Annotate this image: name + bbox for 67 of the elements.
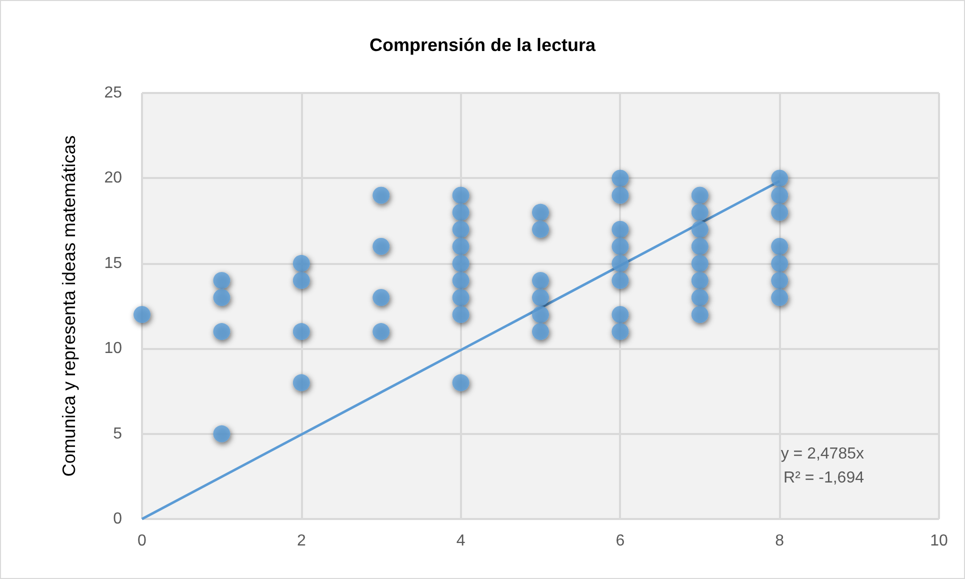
point	[691, 186, 708, 204]
point	[691, 238, 708, 255]
point	[691, 254, 708, 272]
x-tick-label: 0	[138, 532, 147, 550]
y-axis-title: Comunica y representa ideas matemáticas	[59, 135, 79, 477]
point	[612, 186, 629, 204]
point	[213, 323, 230, 340]
point	[292, 272, 310, 289]
x-tick-label: 4	[456, 532, 466, 550]
point	[134, 306, 150, 324]
y-tick-label: 20	[104, 170, 122, 187]
point	[612, 170, 629, 187]
point	[452, 272, 470, 289]
point	[771, 238, 788, 255]
point	[771, 288, 788, 306]
point	[691, 204, 708, 221]
chart-title: Comprensión de la lectura	[369, 35, 597, 55]
point	[452, 204, 470, 221]
x-tick-label: 10	[930, 532, 948, 550]
point	[372, 186, 390, 204]
point	[612, 306, 629, 324]
x-tick-label: 2	[296, 532, 306, 550]
x-tick-label: 6	[616, 532, 625, 550]
point	[452, 288, 470, 306]
point	[452, 238, 470, 255]
point	[612, 272, 629, 289]
point	[532, 323, 549, 340]
point	[292, 254, 310, 272]
y-tick-label: 15	[104, 254, 122, 272]
point	[532, 306, 549, 324]
point	[372, 323, 390, 340]
point	[771, 204, 788, 221]
annotation: R² = -1,694	[784, 470, 864, 486]
point	[213, 288, 230, 306]
point	[372, 238, 390, 255]
point	[452, 306, 470, 324]
point	[452, 220, 470, 238]
y-tick-label: 5	[113, 425, 122, 442]
point	[292, 374, 310, 392]
annotation: y = 2,4785x	[780, 446, 864, 462]
point	[532, 204, 549, 221]
point	[771, 170, 788, 187]
point	[691, 220, 708, 238]
point	[213, 272, 230, 289]
point	[452, 254, 470, 272]
y-tick-label: 0	[113, 510, 122, 528]
x-tick-label: 8	[775, 532, 784, 550]
point	[691, 272, 708, 289]
point	[771, 254, 788, 272]
point	[213, 425, 230, 442]
point	[612, 220, 629, 238]
point	[292, 323, 310, 340]
point	[452, 374, 470, 392]
point	[612, 238, 629, 255]
point	[532, 272, 549, 289]
point	[532, 220, 549, 238]
point	[691, 288, 708, 306]
point	[612, 323, 629, 340]
point	[771, 186, 788, 204]
point	[771, 272, 788, 289]
point	[372, 288, 390, 306]
point	[691, 306, 708, 324]
y-tick-label: 10	[104, 340, 122, 358]
point	[612, 254, 629, 272]
y-tick-label: 25	[104, 84, 122, 102]
point	[452, 186, 470, 204]
point	[532, 288, 549, 306]
